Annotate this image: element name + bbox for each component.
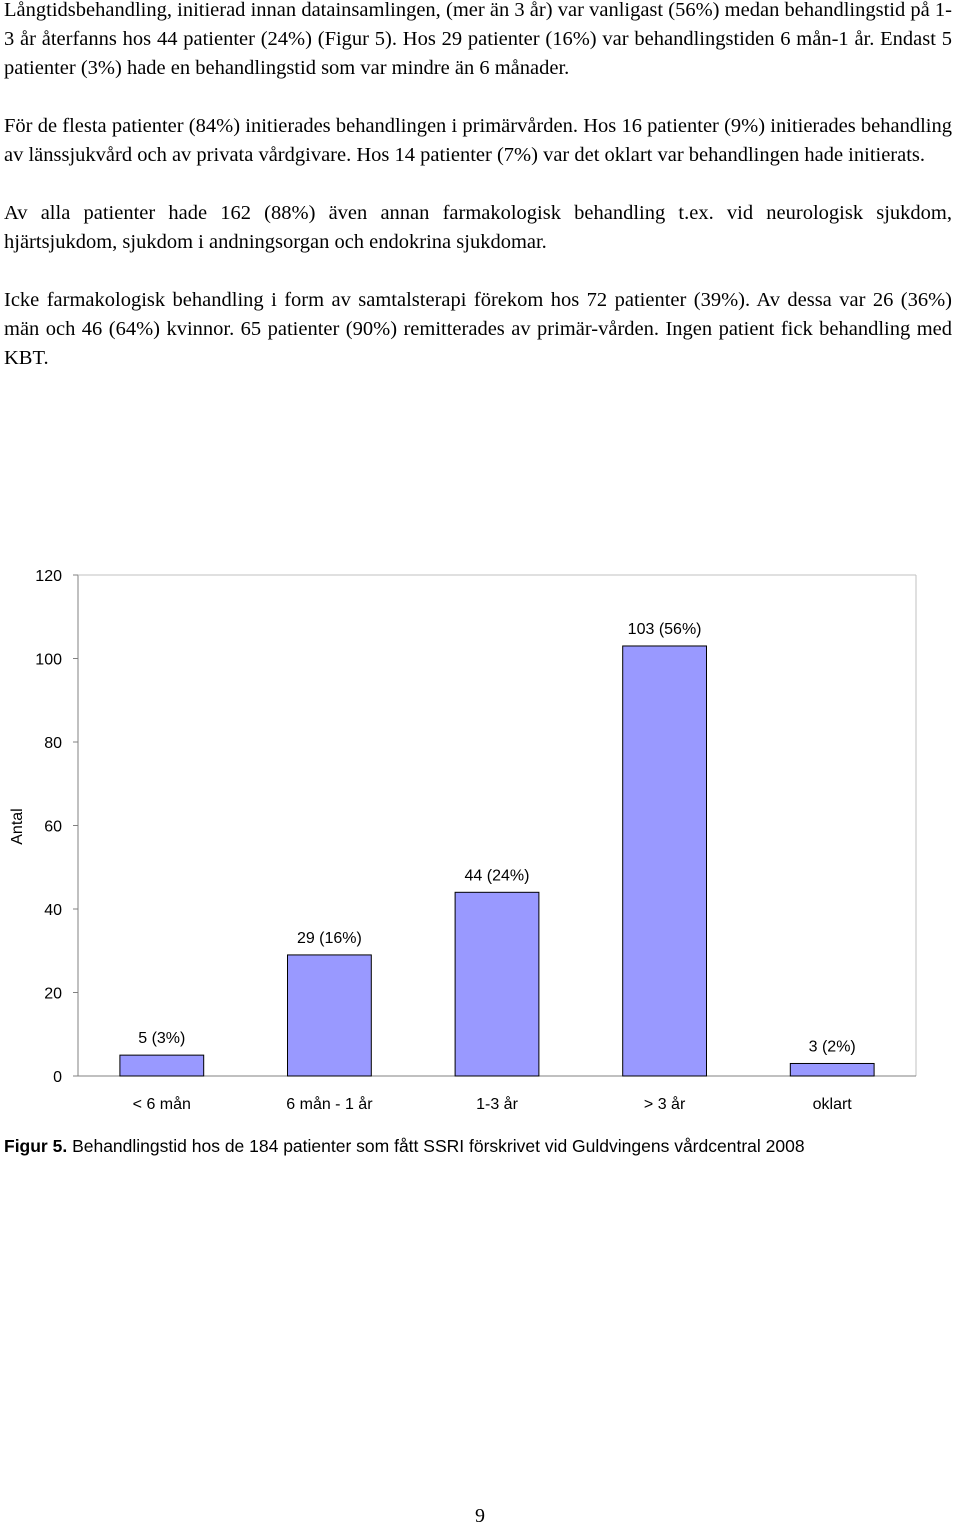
paragraph-other-pharmacological: Av alla patienter hade 162 (88%) även an… [4,202,952,253]
y-axis-label: Antal [9,808,26,844]
x-category-label: 6 mån - 1 år [286,1095,373,1113]
body-text: Långtidsbehandling, initierad innan data… [4,0,952,402]
paragraph-treatment-duration: Långtidsbehandling, initierad innan data… [4,0,952,79]
bar-data-label: 3 (2%) [809,1038,856,1055]
bar [287,954,372,1077]
caption-text: Behandlingstid hos de 184 patienter som … [67,1136,805,1156]
bar-chart: 0 20 40 60 80 100 120 Antal 5 (3%) < 6 mån 29 (16%… [9,568,917,1113]
x-category-label: 1-3 år [476,1095,518,1113]
bar-data-label: 5 (3%) [138,1030,185,1047]
bar [454,891,540,1077]
page-number: 9 [475,1505,485,1527]
x-category-label: oklart [813,1096,853,1113]
bar-data-label: 29 (16%) [297,930,362,947]
caption-label: Figur 5. [4,1136,68,1156]
y-tick-label: 80 [44,735,62,752]
x-category-label: < 6 mån [133,1095,191,1113]
y-tick-label: 20 [44,986,62,1003]
bar-data-label: 44 (24%) [465,867,530,884]
bar [622,645,708,1077]
paragraph-initiation: För de flesta patienter (84%) initierade… [4,115,952,166]
y-tick-label: 40 [44,902,62,919]
x-category-label: > 3 år [644,1095,686,1113]
y-tick-label: 60 [44,819,62,836]
y-tick-label: 100 [35,652,62,669]
y-tick-label: 0 [53,1069,62,1086]
bar-data-label: 103 (56%) [628,621,702,638]
paragraph-non-pharmacological: Icke farmakologisk behandling i form av … [4,289,952,369]
bar [119,1054,205,1077]
figure-caption: Figur 5. Behandlingstid hos de 184 patie… [4,1134,960,1158]
y-tick-label: 120 [35,568,62,585]
bar [789,1062,875,1077]
